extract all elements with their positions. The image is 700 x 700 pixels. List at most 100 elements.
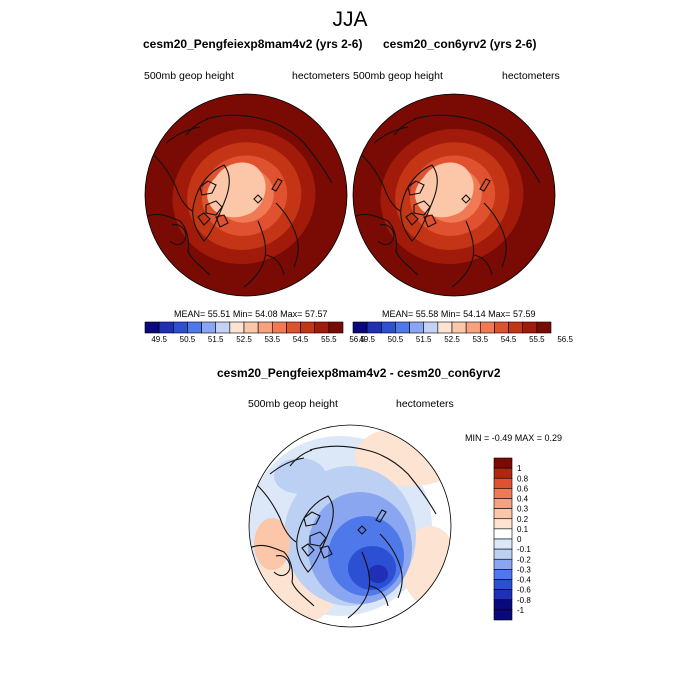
colorbar-tick-label: -0.4 xyxy=(517,576,531,585)
panel1-field xyxy=(145,94,347,296)
colorbar-tick-label: -0.6 xyxy=(517,586,531,595)
colorbar-tick-label: 0.4 xyxy=(517,495,529,504)
colorbar-box xyxy=(493,467,513,479)
contour-band xyxy=(274,458,326,494)
colorbar-tick-label: 51.5 xyxy=(208,335,224,344)
colorbar-box xyxy=(257,321,273,334)
panel2-mean-label: MEAN= xyxy=(382,309,414,319)
panel2-map-border xyxy=(352,93,556,297)
colorbar-box xyxy=(493,558,513,570)
colorbar-box xyxy=(493,569,513,580)
panel1-min-label: Min= xyxy=(232,309,253,319)
panel3-field xyxy=(249,425,451,627)
panel3-map xyxy=(248,424,452,628)
colorbar-tick-label: 0 xyxy=(517,535,522,544)
colorbar-box xyxy=(493,538,513,550)
colorbar-tick-label: 0.1 xyxy=(517,525,529,534)
colorbar-box xyxy=(286,321,301,334)
colorbar-box xyxy=(328,321,344,334)
colorbar-box xyxy=(243,321,259,334)
colorbar-box xyxy=(508,321,524,334)
panel3-stats: MIN = -0.49 MAX = 0.29 xyxy=(465,433,563,443)
colorbar-tick-label: -0.2 xyxy=(517,555,531,564)
panel1-min-value: 54.08 xyxy=(255,309,278,319)
panel2-max-value: 57.59 xyxy=(512,309,536,319)
panel1-max-value: 57.57 xyxy=(304,309,328,319)
colorbar-box xyxy=(172,321,188,334)
colorbar-box xyxy=(314,321,330,334)
colorbar-box xyxy=(493,477,513,489)
colorbar-tick-label: 53.5 xyxy=(264,335,280,344)
colorbar-box xyxy=(300,321,316,334)
colorbar-tick-label: 55.5 xyxy=(321,335,337,344)
panel2-stats: MEAN= 55.58 Min= 54.14 Max= 57.59 xyxy=(382,309,535,319)
colorbar-tick-label: 0.6 xyxy=(517,484,529,493)
colorbar-tick-label: 0.8 xyxy=(517,474,529,483)
colorbar-box xyxy=(187,321,202,334)
panel2-field xyxy=(353,94,555,296)
colorbar-tick-label: 52.5 xyxy=(444,335,460,344)
panel1-mean-label: MEAN= xyxy=(174,309,206,319)
panel2-min-value: 54.14 xyxy=(463,309,486,319)
colorbar-tick-label: 1 xyxy=(517,464,522,473)
panel2-colorbar: 49.5 50.5 51.5 52.5 53.5 54.5 55.5 56.5 xyxy=(352,321,573,344)
colorbar-box xyxy=(144,321,160,334)
panel2-min-label: Min= xyxy=(440,309,461,319)
colorbar-box xyxy=(493,488,513,499)
colorbar-tick-label: -1 xyxy=(517,606,525,615)
panel1-title: cesm20_Pengfeiexp8mam4v2 (yrs 2-6) xyxy=(143,37,363,51)
colorbar-tick-label: 51.5 xyxy=(416,335,432,344)
colorbar-box xyxy=(493,457,513,469)
colorbar-tick-label: -0.8 xyxy=(517,596,531,605)
colorbar-box xyxy=(465,321,481,334)
panel3-colorbar: 10.80.6 0.40.30.20.10-0.1-0.2-0.3 -0.4-0.6… xyxy=(493,457,531,621)
figure-title: JJA xyxy=(332,8,368,31)
panel1-stats: MEAN= 55.51 Min= 54.08 Max= 57.57 xyxy=(174,309,327,319)
panel1-colorbar: 49.5 50.5 51.5 52.5 53.5 54.5 55.5 56.5 xyxy=(144,321,365,344)
colorbar-tick-label: 49.5 xyxy=(151,335,167,344)
colorbar-box xyxy=(380,321,396,334)
colorbar-box xyxy=(493,609,513,621)
panel1-max-label: Max= xyxy=(280,309,303,319)
colorbar-tick-label: -0.1 xyxy=(517,545,531,554)
panel3-right-label: hectometers xyxy=(396,398,454,410)
panel3-title: cesm20_Pengfeiexp8mam4v2 - cesm20_con6yr… xyxy=(217,366,501,380)
colorbar-box xyxy=(536,321,552,334)
colorbar-tick-label: -0.3 xyxy=(517,565,531,574)
colorbar-box xyxy=(493,498,513,509)
contour-band xyxy=(368,565,388,583)
colorbar-box xyxy=(493,579,513,590)
colorbar-box xyxy=(493,548,513,560)
panel1-right-label: hectometers xyxy=(292,70,350,82)
colorbar-tick-label: 0.2 xyxy=(517,515,529,524)
colorbar-tick-label: 50.5 xyxy=(388,335,404,344)
panel2-map xyxy=(352,93,556,297)
colorbar-box xyxy=(271,321,287,334)
colorbar-box xyxy=(479,321,495,334)
colorbar-box xyxy=(201,321,217,334)
colorbar-box xyxy=(522,321,538,334)
colorbar-tick-label: 53.5 xyxy=(472,335,488,344)
panel2-max-label: Max= xyxy=(488,309,511,319)
contour-core xyxy=(415,162,474,218)
colorbar-box xyxy=(493,528,513,540)
colorbar-box xyxy=(215,321,231,334)
panel3-map-border xyxy=(248,424,452,628)
colorbar-tick-label: 56.5 xyxy=(557,335,573,344)
colorbar-tick-label: 49.5 xyxy=(359,335,375,344)
colorbar-box xyxy=(352,321,368,334)
colorbar-box xyxy=(493,508,513,520)
colorbar-box xyxy=(395,321,410,334)
panel1-mean-value: 55.51 xyxy=(207,309,231,319)
colorbar-tick-label: 56.5 xyxy=(349,335,365,344)
colorbar-tick-label: 52.5 xyxy=(236,335,252,344)
panel1-map xyxy=(144,93,348,297)
colorbar-box xyxy=(493,589,513,601)
colorbar-box xyxy=(366,321,382,334)
colorbar-tick-label: 0.3 xyxy=(517,505,529,514)
contour-band xyxy=(254,518,290,570)
colorbar-tick-label: 54.5 xyxy=(293,335,309,344)
colorbar-box xyxy=(229,321,245,334)
contour-core xyxy=(207,162,266,218)
